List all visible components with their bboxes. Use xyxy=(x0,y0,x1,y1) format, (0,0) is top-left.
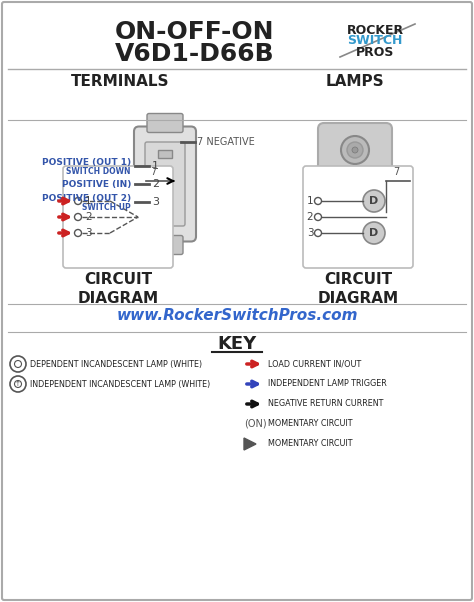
Text: 3: 3 xyxy=(307,228,313,238)
FancyBboxPatch shape xyxy=(303,166,413,268)
Circle shape xyxy=(315,197,321,205)
Text: INDEPENDENT INCANDESCENT LAMP (WHITE): INDEPENDENT INCANDESCENT LAMP (WHITE) xyxy=(30,379,210,388)
Text: 7: 7 xyxy=(393,167,399,177)
Text: POSITIVE (OUT 1): POSITIVE (OUT 1) xyxy=(42,158,131,167)
Text: MOMENTARY CIRCUIT: MOMENTARY CIRCUIT xyxy=(268,420,353,429)
Circle shape xyxy=(74,214,82,220)
Circle shape xyxy=(15,380,21,388)
FancyBboxPatch shape xyxy=(147,235,183,255)
Circle shape xyxy=(341,204,369,232)
Text: D: D xyxy=(369,196,379,206)
Text: SWITCH: SWITCH xyxy=(347,34,403,48)
Circle shape xyxy=(10,356,26,372)
Circle shape xyxy=(15,361,21,367)
Text: SWITCH UP: SWITCH UP xyxy=(82,203,131,213)
FancyBboxPatch shape xyxy=(145,142,185,226)
FancyBboxPatch shape xyxy=(134,126,196,241)
Text: 2: 2 xyxy=(307,212,313,222)
FancyBboxPatch shape xyxy=(147,114,183,132)
Text: 2: 2 xyxy=(152,179,159,189)
Text: 7: 7 xyxy=(150,167,156,177)
Text: DEPENDENT INCANDESCENT LAMP (WHITE): DEPENDENT INCANDESCENT LAMP (WHITE) xyxy=(30,359,202,368)
Text: 1: 1 xyxy=(307,196,313,206)
Text: 1: 1 xyxy=(85,196,91,206)
Circle shape xyxy=(74,197,82,205)
FancyBboxPatch shape xyxy=(318,123,392,245)
Text: CIRCUIT
DIAGRAM: CIRCUIT DIAGRAM xyxy=(318,272,399,306)
Circle shape xyxy=(341,170,369,198)
Text: INDEPENDENT LAMP TRIGGER: INDEPENDENT LAMP TRIGGER xyxy=(268,379,387,388)
Circle shape xyxy=(363,222,385,244)
Text: D: D xyxy=(369,228,379,238)
Text: ↑: ↑ xyxy=(15,381,21,387)
Polygon shape xyxy=(244,438,256,450)
Text: 1: 1 xyxy=(152,161,159,171)
FancyBboxPatch shape xyxy=(63,166,173,268)
Circle shape xyxy=(347,176,363,192)
Text: LAMPS: LAMPS xyxy=(326,73,384,88)
Text: NEGATIVE RETURN CURRENT: NEGATIVE RETURN CURRENT xyxy=(268,400,383,409)
Circle shape xyxy=(315,214,321,220)
Text: ON-OFF-ON: ON-OFF-ON xyxy=(115,20,275,44)
Text: POSITIVE (IN): POSITIVE (IN) xyxy=(62,179,131,188)
Circle shape xyxy=(74,229,82,237)
Text: 7 NEGATIVE: 7 NEGATIVE xyxy=(197,137,255,147)
Text: LOAD CURRENT IN/OUT: LOAD CURRENT IN/OUT xyxy=(268,359,361,368)
Text: POSITIVE (OUT 2): POSITIVE (OUT 2) xyxy=(42,193,131,202)
Circle shape xyxy=(315,229,321,237)
Bar xyxy=(158,150,172,158)
Text: www.RockerSwitchPros.com: www.RockerSwitchPros.com xyxy=(116,308,358,323)
Text: 3: 3 xyxy=(152,197,159,207)
Circle shape xyxy=(352,147,358,153)
Circle shape xyxy=(341,136,369,164)
Text: KEY: KEY xyxy=(218,335,256,353)
Text: V6D1-D66B: V6D1-D66B xyxy=(115,42,275,66)
Text: 2: 2 xyxy=(85,212,91,222)
Text: CIRCUIT
DIAGRAM: CIRCUIT DIAGRAM xyxy=(77,272,159,306)
Text: SWITCH DOWN: SWITCH DOWN xyxy=(66,167,131,176)
Text: TERMINALS: TERMINALS xyxy=(71,73,169,88)
Circle shape xyxy=(352,181,358,187)
Circle shape xyxy=(347,210,363,226)
Text: 3: 3 xyxy=(85,228,91,238)
Text: MOMENTARY CIRCUIT: MOMENTARY CIRCUIT xyxy=(268,439,353,448)
Circle shape xyxy=(347,142,363,158)
Circle shape xyxy=(363,190,385,212)
Circle shape xyxy=(352,215,358,221)
Circle shape xyxy=(10,376,26,392)
Text: (ON): (ON) xyxy=(244,419,266,429)
Text: PROS: PROS xyxy=(356,46,394,58)
Text: ROCKER: ROCKER xyxy=(346,23,403,37)
